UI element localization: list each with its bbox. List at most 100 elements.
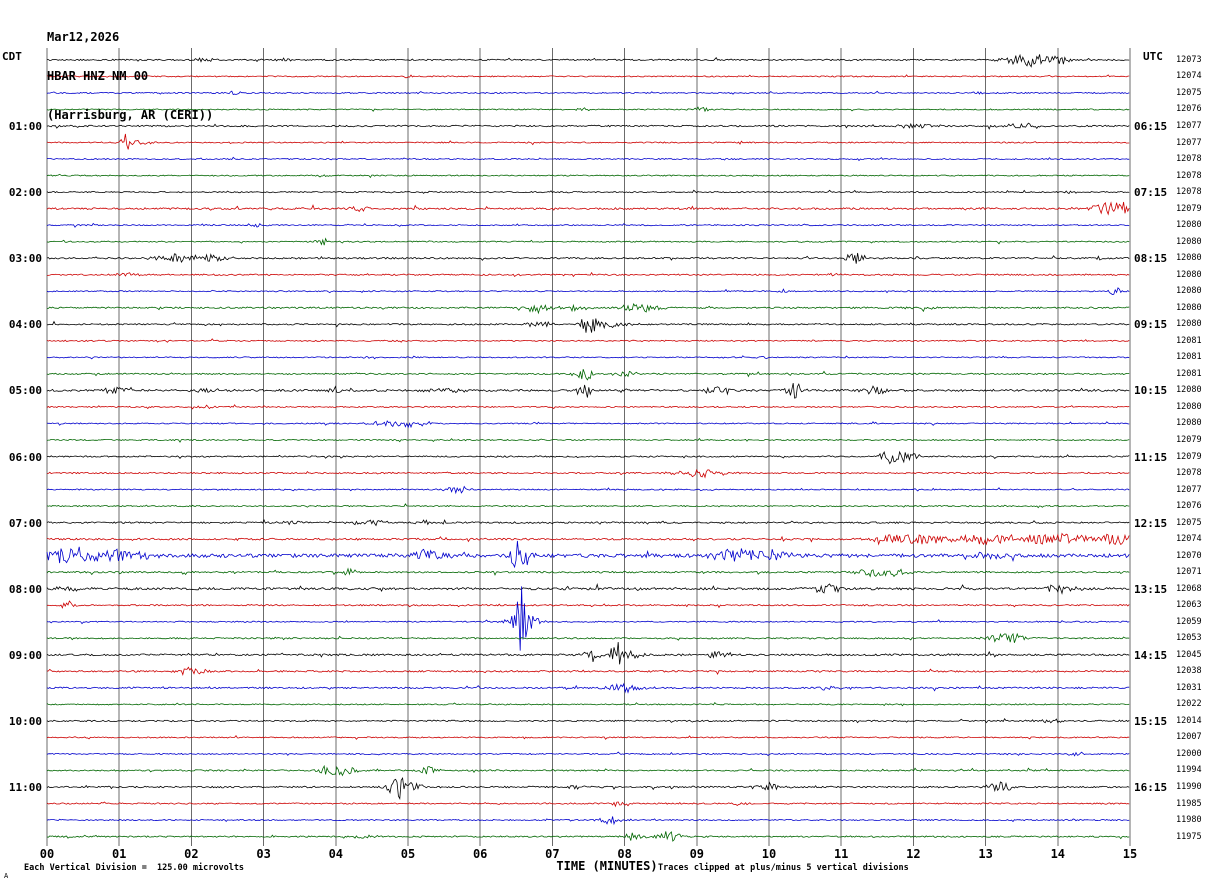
trace-row [46,816,1130,826]
counts-label: 12075 [1176,87,1202,98]
trace-row [46,133,1130,150]
counts-label: 12079 [1176,203,1202,214]
counts-label: 12075 [1176,517,1202,528]
utc-row-label: 16:15 [1134,781,1168,794]
counts-label: 12059 [1176,616,1202,627]
trace-row [46,156,1130,162]
counts-label: 12080 [1176,286,1202,297]
counts-label: 12014 [1176,715,1202,726]
trace-row [46,718,1130,724]
trace-row [46,586,1130,651]
x-tick-label: 05 [400,847,416,861]
counts-label: 12063 [1176,600,1202,611]
utc-row-label: 06:15 [1134,120,1168,133]
corner-glyph: A [4,872,9,880]
trace-row [46,735,1130,740]
trace-row [46,369,1130,381]
counts-label: 11975 [1176,831,1202,842]
counts-label: 12077 [1176,121,1202,131]
cdt-row-label: 08:00 [8,582,42,596]
counts-label: 12080 [1176,236,1202,247]
x-tick-label: 14 [1050,847,1066,861]
trace-row [46,642,1130,665]
counts-label: 12073 [1176,54,1202,65]
counts-label: 12031 [1176,682,1202,693]
cdt-row-label: 04:00 [8,318,42,332]
utc-row-label: 11:15 [1134,450,1168,464]
counts-label: 12081 [1176,335,1202,346]
trace-row [46,567,1130,578]
utc-row-label: 12:15 [1134,516,1168,530]
trace-row [46,201,1130,216]
trace-row [46,53,1130,68]
cdt-row-label: 03:00 [8,252,42,266]
cdt-row-label: 10:00 [8,714,42,728]
counts-label: 11980 [1176,815,1202,826]
trace-row [46,302,1130,315]
utc-row-label: 09:15 [1134,318,1168,332]
x-tick-label: 04 [328,847,344,861]
trace-row [46,764,1130,777]
counts-label: 12045 [1176,649,1202,660]
scale-note: Each Vertical Division = 125.00 microvol… [24,863,245,873]
counts-label: 12074 [1176,71,1202,82]
trace-row [46,682,1130,694]
x-tick-label: 02 [184,847,199,861]
counts-label: 12022 [1176,699,1202,710]
counts-label: 12038 [1176,666,1202,677]
counts-label: 12078 [1176,170,1202,181]
trace-row [46,532,1130,546]
clip-note: Traces clipped at plus/minus 5 vertical … [658,863,909,873]
trace-row [46,518,1130,527]
counts-label: 12071 [1176,567,1202,578]
trace-row [46,801,1130,808]
trace-row [46,271,1130,278]
trace-row [46,338,1130,343]
counts-label: 12080 [1176,269,1202,280]
trace-row [46,74,1130,79]
counts-label: 12053 [1176,633,1202,644]
title-station: HBAR HNZ NM 00 [47,69,149,83]
trace-row [46,122,1130,130]
title-location: (Harrisburg, AR (CERI)) [47,108,214,122]
trace-row [46,666,1130,676]
trace-row [46,437,1130,443]
trace-row [46,632,1130,643]
counts-label: 12079 [1176,434,1202,445]
counts-label: 12007 [1176,732,1202,743]
counts-label: 12078 [1176,187,1202,198]
x-tick-label: 13 [978,847,993,861]
counts-label: 11994 [1176,765,1202,776]
trace-row [46,106,1130,113]
counts-label: 12068 [1176,583,1202,594]
trace-row [46,355,1130,360]
counts-label: 12080 [1176,418,1202,429]
trace-row [46,503,1130,509]
right-timezone-label: UTC [1143,50,1163,63]
x-tick-label: 08 [617,847,632,861]
counts-label: 12078 [1176,154,1202,165]
cdt-row-label: 09:00 [8,648,42,662]
utc-row-label: 08:15 [1134,252,1168,266]
trace-row [46,318,1130,333]
x-axis-title: TIME (MINUTES) [556,859,658,873]
trace-row [46,189,1130,195]
counts-label: 12080 [1176,401,1202,412]
counts-label: 12078 [1176,468,1202,479]
trace-row [46,90,1130,95]
trace-row [46,237,1130,246]
x-tick-label: 03 [256,847,271,861]
trace-row [46,420,1130,429]
counts-label: 12000 [1176,748,1202,759]
cdt-row-label: 06:00 [8,450,42,464]
trace-row [46,776,1130,800]
trace-row [46,287,1130,296]
left-timezone-label: CDT [2,50,22,63]
counts-label: 12077 [1176,137,1202,148]
counts-label: 12081 [1176,368,1202,379]
trace-row [47,468,1130,479]
utc-row-label: 07:15 [1134,186,1168,200]
x-tick-label: 15 [1122,847,1138,861]
